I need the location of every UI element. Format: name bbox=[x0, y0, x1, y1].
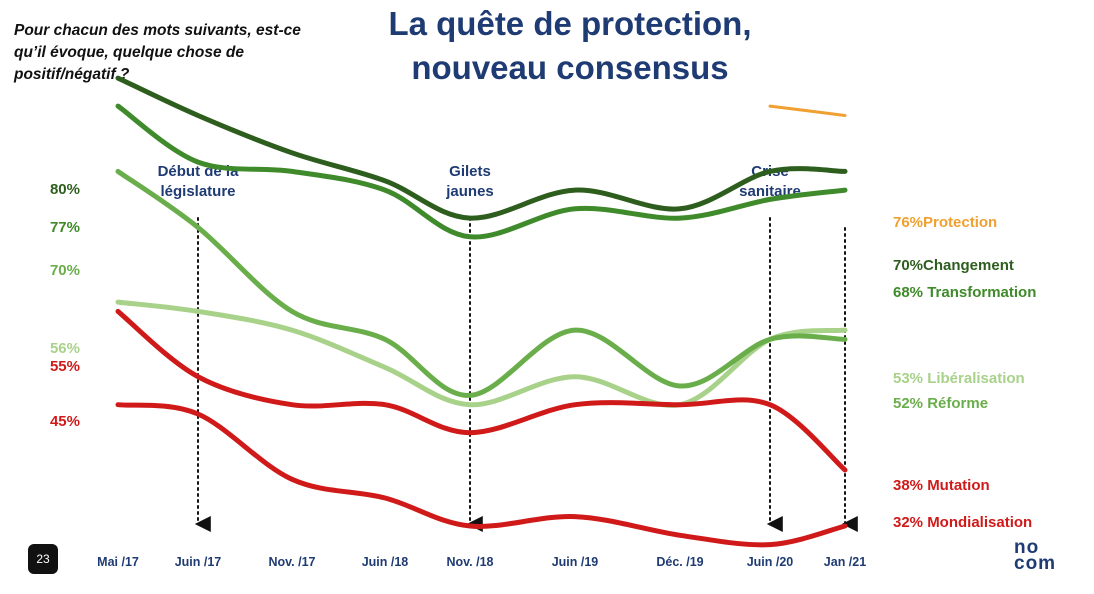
survey-question: Pour chacun des mots suivants, est-ce qu… bbox=[14, 22, 301, 83]
page-number-badge: 23 bbox=[28, 544, 58, 574]
series-labels: 76%Protection 70%Changement 80% 68% Transfo… bbox=[50, 181, 1036, 531]
series-end-label: 38% Mutation bbox=[893, 477, 990, 494]
series-end-label: 32% Mondialisation bbox=[893, 514, 1032, 531]
series-line-mondialisation bbox=[115, 402, 848, 548]
series-end-label: 52% Réforme bbox=[893, 395, 988, 412]
series-start-label: 70% bbox=[50, 262, 80, 279]
page-title: La quête de protection, nouveau consensu… bbox=[340, 2, 800, 90]
x-tick-label: Nov. /18 bbox=[446, 555, 493, 569]
series-start-label: 77% bbox=[50, 219, 80, 236]
series-line-protection bbox=[768, 104, 847, 117]
event-annotation: Gilets jaunes bbox=[445, 163, 494, 532]
series-end-label: 68% Transformation bbox=[893, 284, 1036, 301]
x-tick-label: Juin /19 bbox=[552, 555, 599, 569]
x-tick-label: Déc. /19 bbox=[656, 555, 703, 569]
x-tick-label: Juin /20 bbox=[747, 555, 794, 569]
series-start-label: 56% bbox=[50, 340, 80, 357]
title-line-2: nouveau consensus bbox=[411, 49, 729, 86]
x-tick-label: Mai /17 bbox=[97, 555, 139, 569]
event-label: législature bbox=[160, 183, 235, 200]
series-lines bbox=[115, 75, 848, 548]
event-label: jaunes bbox=[445, 183, 494, 200]
series-end-label: 53% Libéralisation bbox=[893, 370, 1025, 387]
nocom-logo: no com bbox=[1014, 537, 1074, 574]
logo-line-1: no bbox=[1014, 537, 1040, 558]
event-label: Gilets bbox=[449, 163, 491, 180]
series-start-label: 45% bbox=[50, 413, 80, 430]
x-tick-label: Juin /18 bbox=[362, 555, 409, 569]
series-end-label: 70%Changement bbox=[893, 257, 1014, 274]
series-end-label: 76%Protection bbox=[893, 214, 997, 231]
series-start-label: 55% bbox=[50, 358, 80, 375]
title-line-1: La quête de protection, bbox=[388, 5, 752, 42]
series-start-label: 80% bbox=[50, 181, 80, 198]
event-annotation: Début de la législature bbox=[158, 163, 240, 532]
x-tick-label: Juin /17 bbox=[175, 555, 222, 569]
event-label: Début de la bbox=[158, 163, 240, 180]
x-axis: Mai /17 Juin /17 Nov. /17 Juin /18 Nov. /18 J… bbox=[97, 555, 866, 569]
x-tick-label: Nov. /17 bbox=[268, 555, 315, 569]
logo-line-2: com bbox=[1014, 553, 1057, 574]
event-annotations: Début de la législature Gilets jaunes Crises… bbox=[158, 163, 858, 532]
x-tick-label: Jan /21 bbox=[824, 555, 866, 569]
